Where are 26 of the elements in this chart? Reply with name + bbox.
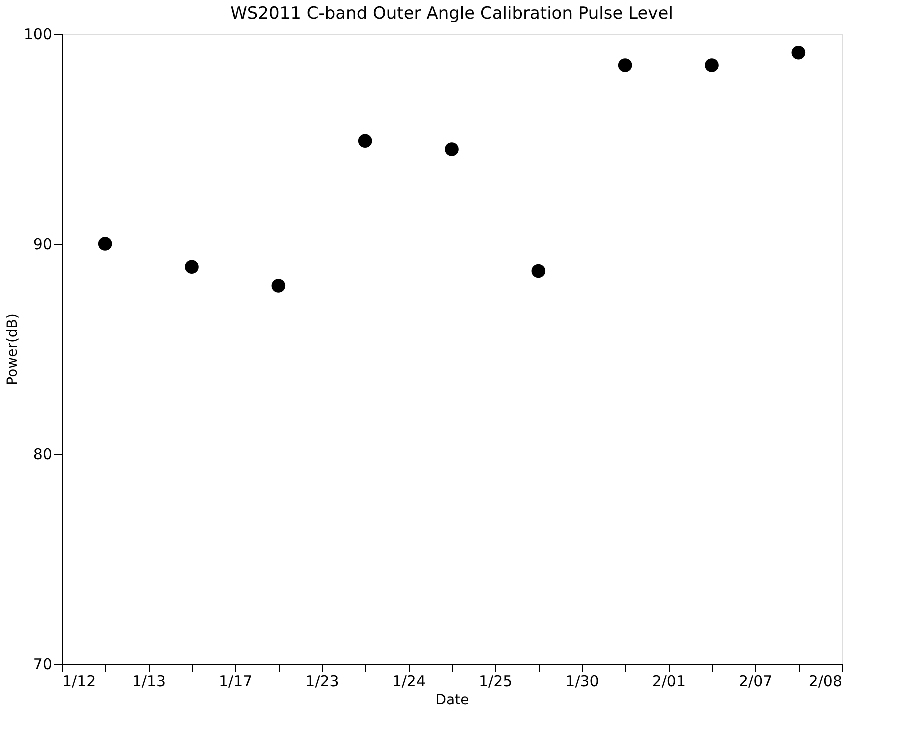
chart-title: WS2011 C-band Outer Angle Calibration Pulse Level [230, 4, 674, 24]
x-tick-label: 2/07 [738, 672, 773, 690]
point [358, 134, 372, 148]
x-tick-label: 2/08 [808, 672, 842, 690]
y-tick-label: 80 [33, 446, 52, 464]
y-tick-label: 70 [33, 656, 52, 674]
point [532, 264, 546, 278]
point [792, 46, 806, 60]
x-tick-label: 1/24 [392, 672, 426, 690]
x-tick-label: 1/25 [478, 672, 513, 690]
x-tick-label: 1/30 [566, 672, 600, 690]
point [185, 260, 199, 274]
point [445, 142, 459, 156]
x-tick-label: 1/13 [132, 672, 166, 690]
x-tick-label: 1/23 [306, 672, 340, 690]
y-axis-title: Power(dB) [4, 314, 21, 386]
point [618, 58, 632, 72]
x-tick-label: 2/01 [652, 672, 686, 690]
point [272, 279, 286, 293]
point [705, 58, 719, 72]
y-tick-label: 100 [24, 26, 52, 44]
point [98, 237, 112, 251]
x-tick-label: 1/12 [62, 672, 96, 690]
x-axis-title: Date [436, 692, 470, 708]
y-tick-label: 90 [33, 236, 52, 254]
x-tick-label: 1/17 [218, 672, 253, 690]
